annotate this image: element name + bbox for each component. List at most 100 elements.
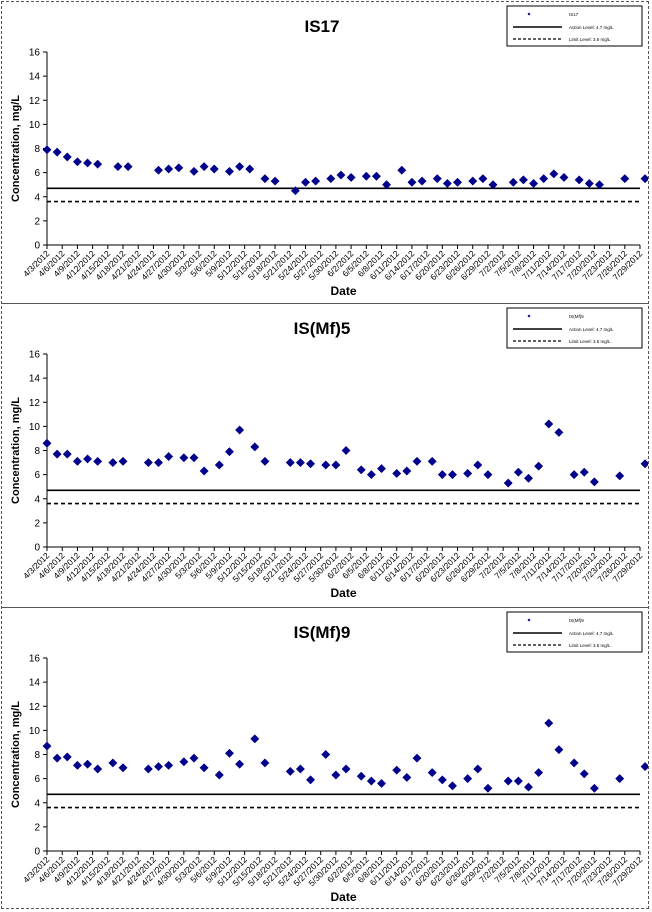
- data-point: [392, 468, 402, 478]
- data-point: [214, 460, 224, 470]
- data-point: [463, 774, 473, 784]
- data-point: [300, 177, 311, 187]
- data-point: [52, 753, 62, 763]
- data-point: [118, 763, 128, 773]
- data-point: [295, 458, 305, 468]
- data-point: [473, 764, 483, 774]
- y-tick-label: 16: [29, 48, 41, 59]
- data-point: [513, 467, 523, 477]
- data-point: [402, 772, 412, 782]
- data-point: [260, 758, 270, 768]
- y-tick-label: 0: [34, 241, 40, 252]
- data-point: [245, 164, 255, 174]
- data-point: [620, 174, 630, 184]
- y-tick-label: 8: [34, 446, 40, 457]
- data-point: [82, 759, 93, 769]
- data-point: [113, 162, 123, 172]
- data-point: [539, 174, 549, 184]
- data-point: [518, 175, 528, 185]
- data-point: [235, 759, 245, 769]
- data-point: [214, 770, 224, 780]
- legend-series-label: IS(Mf)9: [569, 618, 584, 623]
- data-point: [392, 765, 402, 775]
- data-point: [478, 174, 488, 184]
- data-point: [589, 783, 599, 793]
- data-point: [554, 427, 564, 437]
- data-point: [72, 157, 82, 167]
- data-point: [508, 177, 518, 187]
- data-point: [306, 775, 316, 785]
- data-point: [164, 760, 174, 770]
- data-point: [42, 145, 52, 155]
- data-point: [143, 458, 153, 468]
- data-point: [179, 453, 189, 463]
- data-point: [452, 177, 463, 187]
- data-point: [260, 174, 270, 184]
- data-point: [488, 180, 498, 190]
- data-point: [93, 764, 103, 774]
- data-point: [72, 456, 82, 466]
- y-axis-label: Concentration, mg/L: [10, 701, 22, 808]
- data-point: [544, 419, 554, 429]
- data-point: [640, 459, 648, 469]
- data-point: [569, 470, 579, 480]
- data-point: [153, 458, 164, 468]
- data-point: [270, 176, 280, 186]
- data-point: [82, 158, 93, 168]
- data-point: [143, 764, 153, 774]
- data-point: [579, 467, 589, 477]
- data-point: [589, 477, 599, 487]
- data-point: [295, 764, 305, 774]
- chart-svg-is17: IS1702468101214164/3/20124/6/20124/9/201…: [10, 5, 648, 298]
- y-tick-label: 6: [34, 168, 40, 179]
- data-point: [523, 782, 534, 792]
- y-tick-label: 10: [29, 120, 41, 131]
- panel-divider: [2, 303, 648, 304]
- data-point: [235, 162, 245, 172]
- data-point: [209, 164, 219, 174]
- data-point: [72, 760, 82, 770]
- data-point: [615, 471, 625, 481]
- data-point: [179, 757, 189, 767]
- data-point: [321, 749, 331, 760]
- chart-panel-ismf9: IS(Mf)9 0 2 4 6 8 10 12 14 16 4/3/2012 4/6/2012 4/9/…: [2, 608, 648, 908]
- data-point: [108, 758, 118, 768]
- data-point: [153, 165, 164, 175]
- data-point: [447, 781, 458, 791]
- panel-divider: [2, 607, 648, 608]
- data-point: [42, 438, 52, 448]
- data-point: [569, 758, 579, 768]
- data-point: [371, 171, 381, 181]
- y-tick-label: 4: [34, 192, 40, 203]
- y-tick-label: 10: [29, 726, 41, 737]
- y-tick-label: 12: [29, 96, 41, 107]
- data-point: [311, 176, 321, 186]
- data-point: [483, 783, 493, 793]
- y-tick-label: 14: [29, 72, 41, 83]
- data-point: [534, 461, 544, 471]
- data-point: [483, 470, 493, 480]
- data-point: [402, 466, 412, 476]
- data-point: [108, 458, 118, 468]
- data-point: [285, 458, 295, 468]
- data-point: [93, 456, 103, 466]
- data-point: [376, 778, 387, 789]
- data-point: [356, 771, 366, 781]
- chart-title: IS(Mf)5: [294, 319, 351, 338]
- data-point: [189, 166, 199, 176]
- chart-svg-ismf9: IS(Mf)902468101214164/3/20124/6/20124/9/…: [10, 611, 648, 904]
- data-point: [346, 172, 356, 183]
- y-tick-label: 14: [29, 374, 41, 385]
- data-point: [407, 177, 417, 187]
- data-point: [559, 172, 569, 183]
- data-point: [503, 776, 513, 786]
- data-point: [427, 768, 437, 778]
- data-point: [52, 147, 62, 157]
- x-axis-label: Date: [330, 284, 356, 298]
- legend-box: [506, 307, 643, 349]
- data-point: [224, 166, 235, 176]
- y-tick-label: 6: [34, 774, 40, 785]
- y-tick-label: 14: [29, 678, 41, 689]
- x-axis-label: Date: [330, 586, 356, 600]
